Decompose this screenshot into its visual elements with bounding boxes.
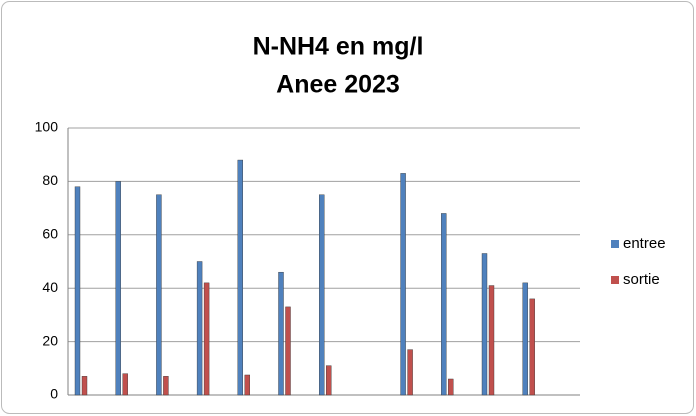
bar xyxy=(74,186,81,396)
bar xyxy=(244,374,251,396)
y-tick-label: 60 xyxy=(42,226,58,242)
bar xyxy=(196,261,203,396)
bar xyxy=(407,349,413,396)
legend-label: entree xyxy=(623,235,666,252)
bar xyxy=(326,365,332,396)
bar xyxy=(448,378,454,396)
chart-subtitle: Anee 2023 xyxy=(276,71,400,99)
bar xyxy=(81,376,88,396)
bar xyxy=(319,194,325,396)
bar xyxy=(481,253,488,396)
y-tick-label: 80 xyxy=(42,172,58,188)
bar xyxy=(122,373,128,396)
legend-swatch xyxy=(611,276,619,284)
bar xyxy=(441,213,447,396)
bar xyxy=(285,306,291,396)
y-tick-label: 20 xyxy=(42,332,58,348)
y-tick-label: 0 xyxy=(50,386,58,402)
bar xyxy=(488,285,495,396)
chart-title: N-NH4 en mg/l xyxy=(253,33,424,61)
bar xyxy=(400,173,406,396)
bar xyxy=(237,159,244,396)
bar xyxy=(522,282,528,396)
bar xyxy=(156,194,162,396)
bar xyxy=(115,181,121,396)
y-tick-label: 100 xyxy=(35,119,59,135)
y-tick-label: 40 xyxy=(42,279,58,295)
bar xyxy=(163,376,169,396)
bar xyxy=(203,282,210,396)
legend-swatch xyxy=(611,240,619,248)
bar xyxy=(529,298,535,396)
bar xyxy=(278,271,284,396)
legend-label: sortie xyxy=(623,271,660,288)
